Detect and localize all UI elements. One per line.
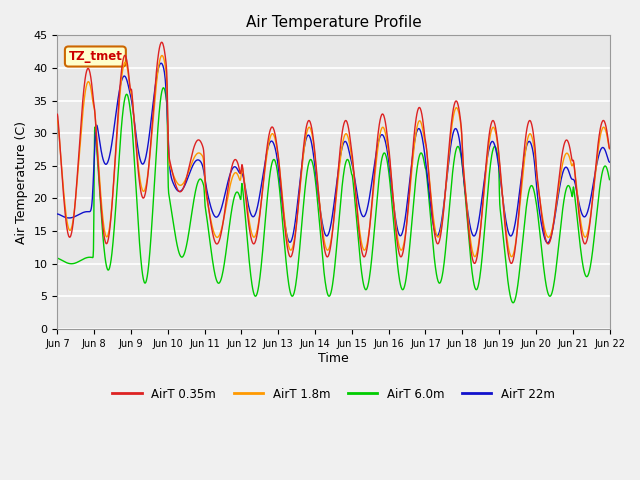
AirT 1.8m xyxy=(163,93,171,99)
AirT 22m xyxy=(540,234,548,240)
AirT 0.35m xyxy=(492,125,499,131)
AirT 0.35m xyxy=(239,163,246,168)
AirT 6.0m xyxy=(509,300,517,306)
AirT 0.35m xyxy=(158,39,166,45)
AirT 0.35m xyxy=(420,122,428,128)
AirT 0.35m xyxy=(177,189,184,194)
Text: TZ_tmet: TZ_tmet xyxy=(68,50,122,63)
AirT 22m xyxy=(54,211,61,217)
AirT 6.0m xyxy=(239,182,246,188)
AirT 22m xyxy=(157,60,165,66)
AirT 22m xyxy=(492,145,499,151)
AirT 6.0m xyxy=(492,144,499,150)
AirT 1.8m xyxy=(492,129,499,135)
AirT 6.0m xyxy=(163,108,171,114)
AirT 0.35m xyxy=(541,232,548,238)
AirT 6.0m xyxy=(541,273,548,278)
AirT 0.35m xyxy=(508,261,515,266)
AirT 0.35m xyxy=(163,82,171,87)
Line: AirT 6.0m: AirT 6.0m xyxy=(58,88,609,303)
AirT 1.8m xyxy=(541,226,548,232)
AirT 22m xyxy=(177,188,184,194)
AirT 6.0m xyxy=(605,177,613,182)
AirT 22m xyxy=(239,171,246,177)
AirT 22m xyxy=(544,240,552,246)
X-axis label: Time: Time xyxy=(318,351,349,364)
Line: AirT 0.35m: AirT 0.35m xyxy=(58,42,609,264)
AirT 1.8m xyxy=(54,118,61,123)
AirT 6.0m xyxy=(159,85,167,91)
AirT 1.8m xyxy=(239,165,246,170)
Y-axis label: Air Temperature (C): Air Temperature (C) xyxy=(15,120,28,244)
Line: AirT 22m: AirT 22m xyxy=(58,63,609,243)
AirT 22m xyxy=(605,159,613,165)
AirT 0.35m xyxy=(605,145,613,151)
AirT 6.0m xyxy=(420,156,428,161)
Line: AirT 1.8m: AirT 1.8m xyxy=(58,56,609,257)
AirT 1.8m xyxy=(420,131,428,137)
AirT 1.8m xyxy=(605,146,613,152)
AirT 22m xyxy=(420,142,428,148)
AirT 1.8m xyxy=(177,182,184,188)
AirT 1.8m xyxy=(508,254,515,260)
AirT 22m xyxy=(163,110,171,116)
AirT 1.8m xyxy=(158,53,166,59)
AirT 0.35m xyxy=(54,111,61,117)
Legend: AirT 0.35m, AirT 1.8m, AirT 6.0m, AirT 22m: AirT 0.35m, AirT 1.8m, AirT 6.0m, AirT 2… xyxy=(108,383,559,405)
AirT 6.0m xyxy=(177,253,184,259)
Title: Air Temperature Profile: Air Temperature Profile xyxy=(246,15,421,30)
AirT 6.0m xyxy=(54,255,61,261)
